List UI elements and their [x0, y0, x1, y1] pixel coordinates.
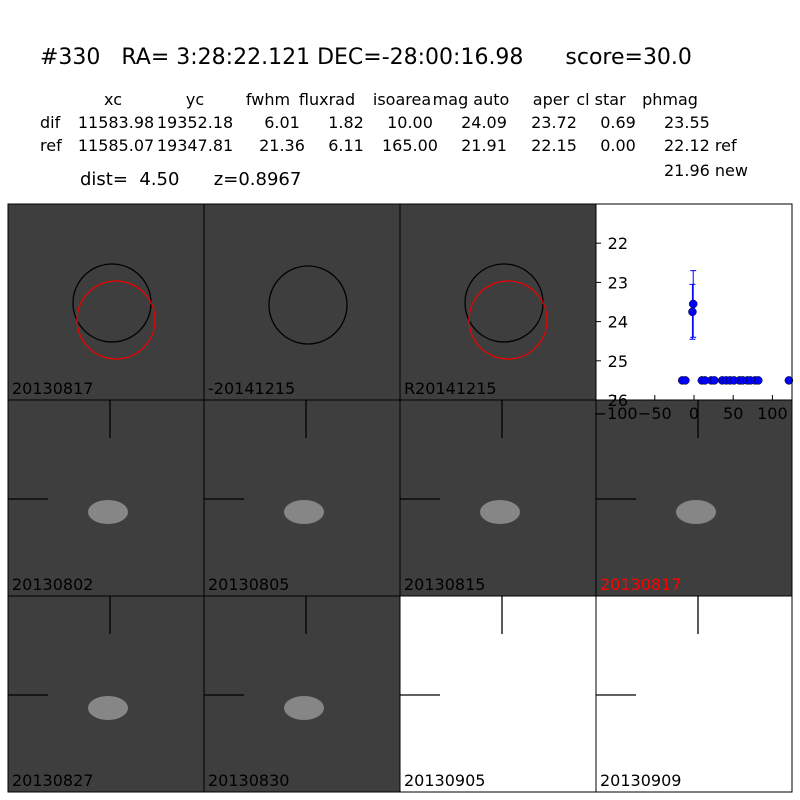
- table-cell: 6.01: [264, 113, 300, 132]
- point: [710, 376, 719, 385]
- stamp-noise: [8, 596, 204, 792]
- stamp-label: 20130815: [404, 575, 485, 594]
- stamp-label: R20141215: [404, 379, 497, 398]
- table-cell: 0.00: [600, 136, 636, 155]
- table-cell: 23.55: [664, 113, 710, 132]
- y-tick-label: 22: [608, 234, 628, 253]
- source-glow: [88, 696, 128, 720]
- dist-line: dist= 4.50 z=0.8967: [80, 169, 301, 190]
- stamp-frame: [595, 595, 793, 793]
- stamp-label: 20130802: [12, 575, 93, 594]
- stamp-bg: [400, 596, 596, 792]
- stamp-tint: [204, 204, 400, 400]
- stamp-tint: [204, 596, 400, 792]
- source-glow: [88, 500, 128, 524]
- y-tick-label: 24: [608, 313, 628, 332]
- stamp-label: 20130827: [12, 771, 93, 790]
- source-glow: [480, 500, 520, 524]
- y-tick-label: 25: [608, 352, 628, 371]
- stamp-noise: [400, 204, 596, 400]
- x-tick-label: −100: [594, 404, 638, 423]
- stats-table: xc yc fwhm fluxrad isoarea mag auto aper cl sta…: [40, 90, 737, 155]
- column-header: aper: [533, 90, 570, 109]
- source-glow: [676, 500, 716, 524]
- column-header: phmag: [642, 90, 698, 109]
- table-cell: 6.11: [328, 136, 364, 155]
- column-header: cl star: [576, 90, 626, 109]
- stamp-tint: [8, 204, 204, 400]
- stamp-noise: [596, 400, 792, 596]
- stamp-bg: [596, 596, 792, 792]
- stamp-tint: [596, 400, 792, 596]
- table-cell: 21.36: [259, 136, 305, 155]
- table-cell: 19352.18: [157, 113, 233, 132]
- aperture: [468, 280, 548, 360]
- stamp-label: 20130905: [404, 771, 485, 790]
- table-cell: 1.82: [328, 113, 364, 132]
- stamp-noise: [400, 400, 596, 596]
- stamp-tint: [400, 204, 596, 400]
- x-tick-label: 100: [757, 404, 788, 423]
- source-glow: [284, 500, 324, 524]
- stamp-noise: [204, 596, 400, 792]
- stamp-tint: [204, 400, 400, 596]
- table-cell: 22.15: [531, 136, 577, 155]
- aperture: [268, 265, 348, 345]
- x-tick-label: −50: [638, 404, 672, 423]
- point: [784, 376, 794, 385]
- table-cell: 0.69: [600, 113, 636, 132]
- y-tick-label: 23: [608, 273, 628, 292]
- stamp-label: -20141215: [208, 379, 295, 398]
- table-cell: ref: [40, 136, 62, 155]
- x-tick-label: 50: [723, 404, 743, 423]
- column-header: xc: [104, 90, 122, 109]
- stamp-tint: [400, 400, 596, 596]
- stamp-label: 20130909: [600, 771, 681, 790]
- plot-frame: [595, 203, 793, 401]
- point: [754, 376, 763, 385]
- apertures: [72, 263, 548, 360]
- point: [681, 376, 690, 385]
- stamp-label: 20130805: [208, 575, 289, 594]
- table-cell: 10.00: [387, 113, 433, 132]
- column-header: yc: [186, 90, 204, 109]
- x-tick-label: 0: [689, 404, 699, 423]
- stamp-noise: [8, 400, 204, 596]
- stamp-noise: [204, 400, 400, 596]
- table-cell: dif: [40, 113, 61, 132]
- table-cell: 22.12 ref: [664, 136, 737, 155]
- table-cell: 23.72: [531, 113, 577, 132]
- point: [688, 299, 698, 309]
- table-cell: 165.00: [382, 136, 438, 155]
- stamp-noise: [204, 204, 400, 400]
- table-cell: 11585.07: [78, 136, 154, 155]
- table-cell: 11583.98: [78, 113, 154, 132]
- table-cell: 24.09: [461, 113, 507, 132]
- source-glow: [284, 696, 324, 720]
- stamp-tint: [8, 596, 204, 792]
- stamp-label: 20130830: [208, 771, 289, 790]
- new-mag: 21.96 new: [664, 161, 748, 180]
- table-cell: 21.91: [461, 136, 507, 155]
- stamps: 20130817 -20141215 R20141215 20130802 201308…: [7, 203, 793, 793]
- stamp-label: 20130817: [12, 379, 93, 398]
- column-header: fwhm: [246, 90, 290, 109]
- stamp-label: 20130817: [600, 575, 681, 594]
- column-header: isoarea: [373, 90, 431, 109]
- column-header: fluxrad: [299, 90, 355, 109]
- stamp-noise: [8, 204, 204, 400]
- column-header: mag auto: [433, 90, 510, 109]
- stamp-tint: [8, 400, 204, 596]
- title: #330 RA= 3:28:22.121 DEC=-28:00:16.98 sc…: [40, 45, 692, 70]
- aperture: [76, 280, 156, 360]
- point: [688, 307, 697, 317]
- table-cell: 19347.81: [157, 136, 233, 155]
